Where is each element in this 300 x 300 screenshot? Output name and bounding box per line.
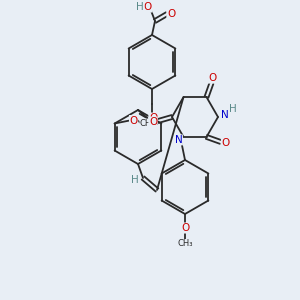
Text: N: N <box>221 110 229 120</box>
Text: CH₃: CH₃ <box>140 119 155 128</box>
Text: O: O <box>167 9 175 19</box>
Text: H: H <box>136 2 144 12</box>
Text: O: O <box>221 138 230 148</box>
Text: N: N <box>175 135 182 145</box>
Text: H: H <box>131 175 139 185</box>
Text: H: H <box>229 104 237 114</box>
Text: O: O <box>149 113 157 123</box>
Text: O: O <box>208 73 217 83</box>
Text: O: O <box>144 2 152 12</box>
Text: O: O <box>182 223 190 233</box>
Text: CH₃: CH₃ <box>177 239 193 248</box>
Text: O: O <box>130 116 138 125</box>
Text: O: O <box>149 117 157 127</box>
